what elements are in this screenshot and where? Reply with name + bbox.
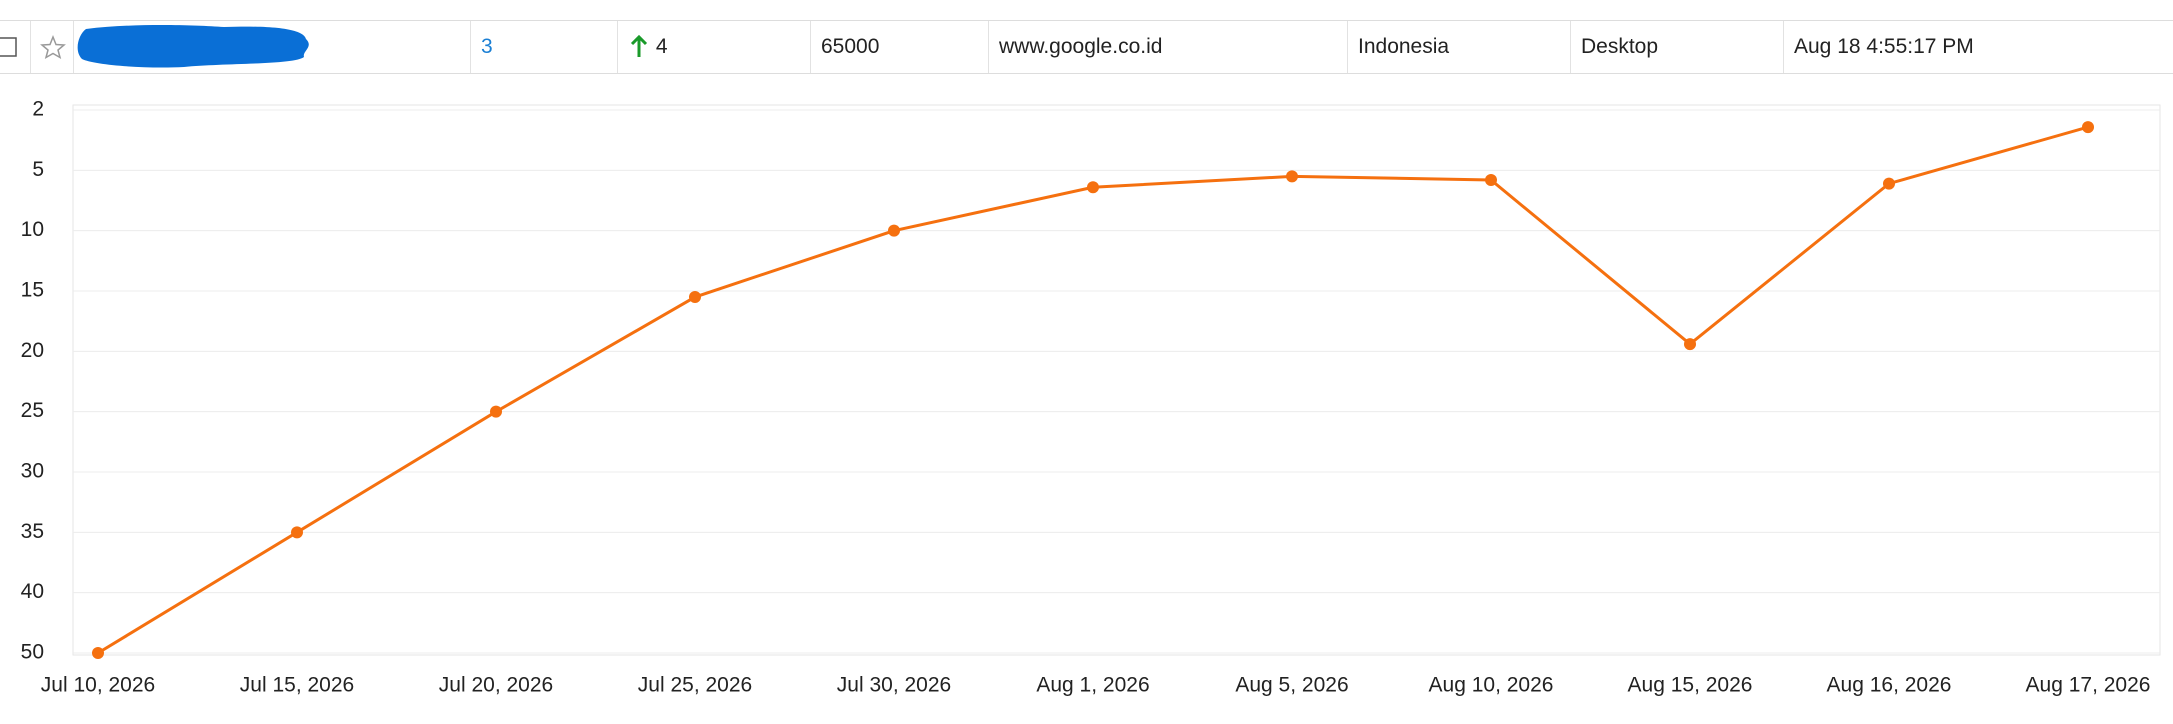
data-point [1684,338,1696,351]
y-tick-label: 2 [32,98,44,121]
data-point [1087,181,1099,194]
x-tick-label: Aug 1, 2026 [1036,674,1149,697]
x-tick-label: Aug 17, 2026 [2026,674,2151,697]
y-tick-label: 25 [21,399,44,422]
plot-area [72,104,2161,656]
data-point [291,526,303,539]
x-tick-label: Jul 10, 2026 [41,674,155,697]
series-line [97,125,2089,655]
data-point [888,224,900,237]
device-cell: Desktop [1570,21,1783,73]
data-point [1485,173,1497,186]
change-value: 4 [655,35,668,58]
change-cell: 4 [617,21,810,73]
x-tick-label: Aug 10, 2026 [1429,674,1554,697]
x-tick-label: Aug 15, 2026 [1628,674,1753,697]
data-point [92,647,104,659]
url-cell: www.google.co.id [988,21,1347,73]
volume-cell: 65000 [810,21,988,73]
star-icon[interactable] [31,21,74,73]
y-tick-label: 30 [21,460,44,483]
data-point [2082,121,2094,134]
country-cell: Indonesia [1347,21,1570,73]
data-point [1286,170,1298,183]
x-tick-label: Jul 25, 2026 [638,674,752,697]
y-tick-label: 40 [21,580,44,603]
data-point [689,291,701,304]
data-point [1883,177,1895,190]
y-tick-label: 20 [21,339,44,362]
star-cell [30,21,73,73]
y-tick-label: 50 [21,641,44,664]
up-arrow [630,34,648,57]
redaction [77,25,309,68]
rank-cell[interactable]: 3 [470,21,617,73]
y-tick-label: 35 [21,520,44,543]
table-row: 3 4 65000 www.google.co.id Indonesia Des… [0,20,2173,74]
x-tick-label: Jul 30, 2026 [837,674,951,697]
x-tick-label: Aug 16, 2026 [1827,674,1952,697]
checkbox[interactable] [0,21,30,73]
y-tick-label: 15 [21,279,44,302]
x-tick-label: Jul 15, 2026 [240,674,354,697]
keyword-cell [73,21,470,73]
x-tick-label: Aug 5, 2026 [1235,674,1348,697]
checkbox-cell [0,21,30,73]
data-point [490,405,502,418]
y-tick-label: 5 [32,158,44,181]
y-tick-label: 10 [21,218,44,241]
x-tick-label: Jul 20, 2026 [439,674,553,697]
date-cell: Aug 18 4:55:17 PM [1783,21,2173,73]
